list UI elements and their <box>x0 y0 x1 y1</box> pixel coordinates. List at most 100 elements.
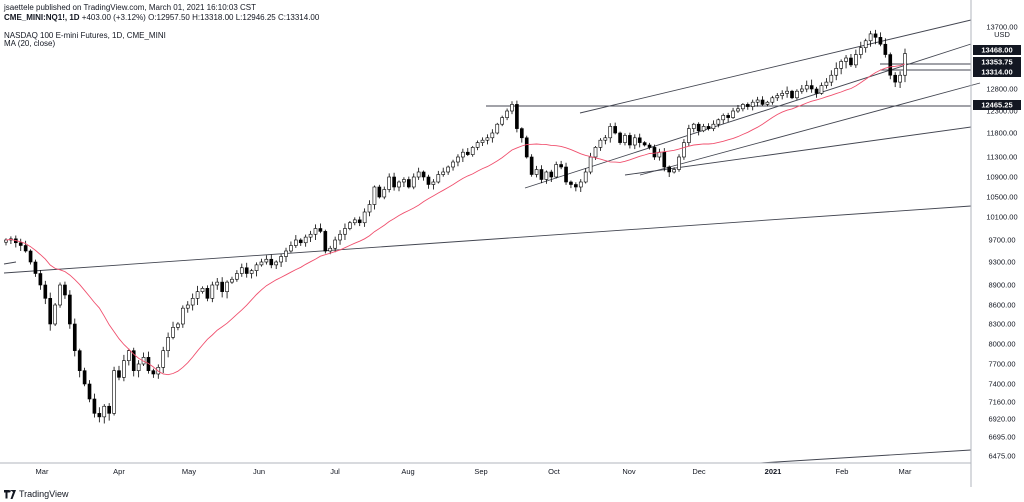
trendline <box>759 449 972 464</box>
candle-body <box>495 123 500 134</box>
candle-body <box>122 360 126 378</box>
candle-body <box>647 144 652 148</box>
candles-layer <box>4 29 907 424</box>
price-tick-label: 7700.00 <box>988 360 1015 369</box>
candle-body <box>274 261 279 266</box>
candle-body <box>569 181 573 185</box>
candle-body <box>289 245 293 252</box>
price-chart[interactable]: 13700.00 12800.00 12300.00 11800.00 11300.00… <box>0 0 1024 487</box>
candle-body <box>446 166 450 173</box>
candle-body <box>126 350 131 361</box>
candle-body <box>854 54 858 66</box>
candle-body <box>151 370 156 375</box>
candle-body <box>549 171 554 178</box>
footer: TradingView <box>4 487 69 501</box>
candle-body <box>397 181 401 188</box>
time-tick-label: Mar <box>36 467 49 476</box>
candle-body <box>421 171 426 178</box>
candle-body <box>244 267 249 274</box>
trendline <box>579 19 972 114</box>
candle-body <box>667 166 672 173</box>
candle-body <box>893 74 897 83</box>
candle-body <box>554 164 559 178</box>
trendline <box>639 82 981 176</box>
time-tick-label: Apr <box>113 467 125 476</box>
candle-body <box>800 88 804 92</box>
price-label: 13353.75 <box>981 58 1012 67</box>
candle-body <box>367 204 372 213</box>
candle-body <box>58 284 62 306</box>
candle-body <box>652 147 657 158</box>
price-tick-label: 12800.00 <box>986 85 1017 94</box>
time-tick-label: 2021 <box>765 467 782 476</box>
candle-body <box>898 74 902 83</box>
candle-body <box>824 81 829 86</box>
price-tick-label: 9700.00 <box>988 236 1015 245</box>
candle-body <box>284 250 288 257</box>
candle-body <box>215 281 220 286</box>
price-tick-label: 8900.00 <box>988 281 1015 290</box>
candle-body <box>235 273 239 280</box>
candle-body <box>711 123 716 129</box>
candle-body <box>63 284 67 296</box>
candle-body <box>583 171 588 183</box>
candle-body <box>470 147 475 155</box>
candle-body <box>43 284 48 299</box>
candle-body <box>387 176 392 190</box>
candle-body <box>564 166 568 183</box>
candle-body <box>200 288 205 292</box>
candle-body <box>623 135 627 143</box>
candle-body <box>431 181 436 185</box>
candle-body <box>726 115 730 118</box>
candle-body <box>190 298 195 306</box>
candle-body <box>220 281 224 292</box>
candle-body <box>298 239 303 244</box>
time-tick-label: Mar <box>899 467 912 476</box>
candle-body <box>519 128 524 139</box>
footer-brand: TradingView <box>19 489 69 499</box>
study-legend[interactable]: MA (20, close) <box>4 39 56 48</box>
candle-body <box>721 115 726 121</box>
candle-body <box>68 294 72 325</box>
candle-body <box>392 176 396 188</box>
publisher-line: jsaettele published on TradingView.com, … <box>4 3 257 12</box>
candle-body <box>613 126 617 134</box>
time-tick-label: Dec <box>692 467 706 476</box>
candle-body <box>441 171 446 175</box>
candle-body <box>736 108 740 112</box>
price-tick-label: 7400.00 <box>988 380 1015 389</box>
candle-body <box>878 37 883 45</box>
candle-body <box>642 142 647 146</box>
price-tick-label: 10900.00 <box>986 173 1017 182</box>
candle-body <box>48 298 53 325</box>
candle-body <box>92 398 97 414</box>
price-tick-label: 6475.00 <box>988 452 1015 461</box>
trendline <box>524 43 972 189</box>
price-tick-label: 10100.00 <box>986 213 1017 222</box>
candle-body <box>637 137 642 143</box>
trendline <box>3 205 972 274</box>
candle-body <box>839 61 843 69</box>
candle-body <box>23 245 28 252</box>
candle-body <box>765 101 770 105</box>
price-tick-label: 8300.00 <box>988 320 1015 329</box>
candle-body <box>814 88 819 94</box>
candle-body <box>338 233 342 241</box>
candle-body <box>328 247 333 252</box>
candle-body <box>303 236 308 244</box>
candle-body <box>294 239 298 246</box>
symbol-line: CME_MINI:NQ1!, 1D +403.00 (+3.12%) O:129… <box>4 13 319 22</box>
symbol-name[interactable]: CME_MINI:NQ1!, 1D <box>4 13 80 22</box>
candle-body <box>795 90 799 99</box>
candle-body <box>117 370 121 378</box>
candle-body <box>618 132 622 143</box>
candle-body <box>809 85 814 90</box>
candle-body <box>77 350 82 371</box>
candle-body <box>181 307 185 325</box>
candle-body <box>112 370 116 414</box>
candle-body <box>4 239 8 243</box>
candle-body <box>745 104 750 107</box>
candle-body <box>205 288 210 299</box>
candle-body <box>33 261 38 274</box>
candle-body <box>804 85 809 90</box>
